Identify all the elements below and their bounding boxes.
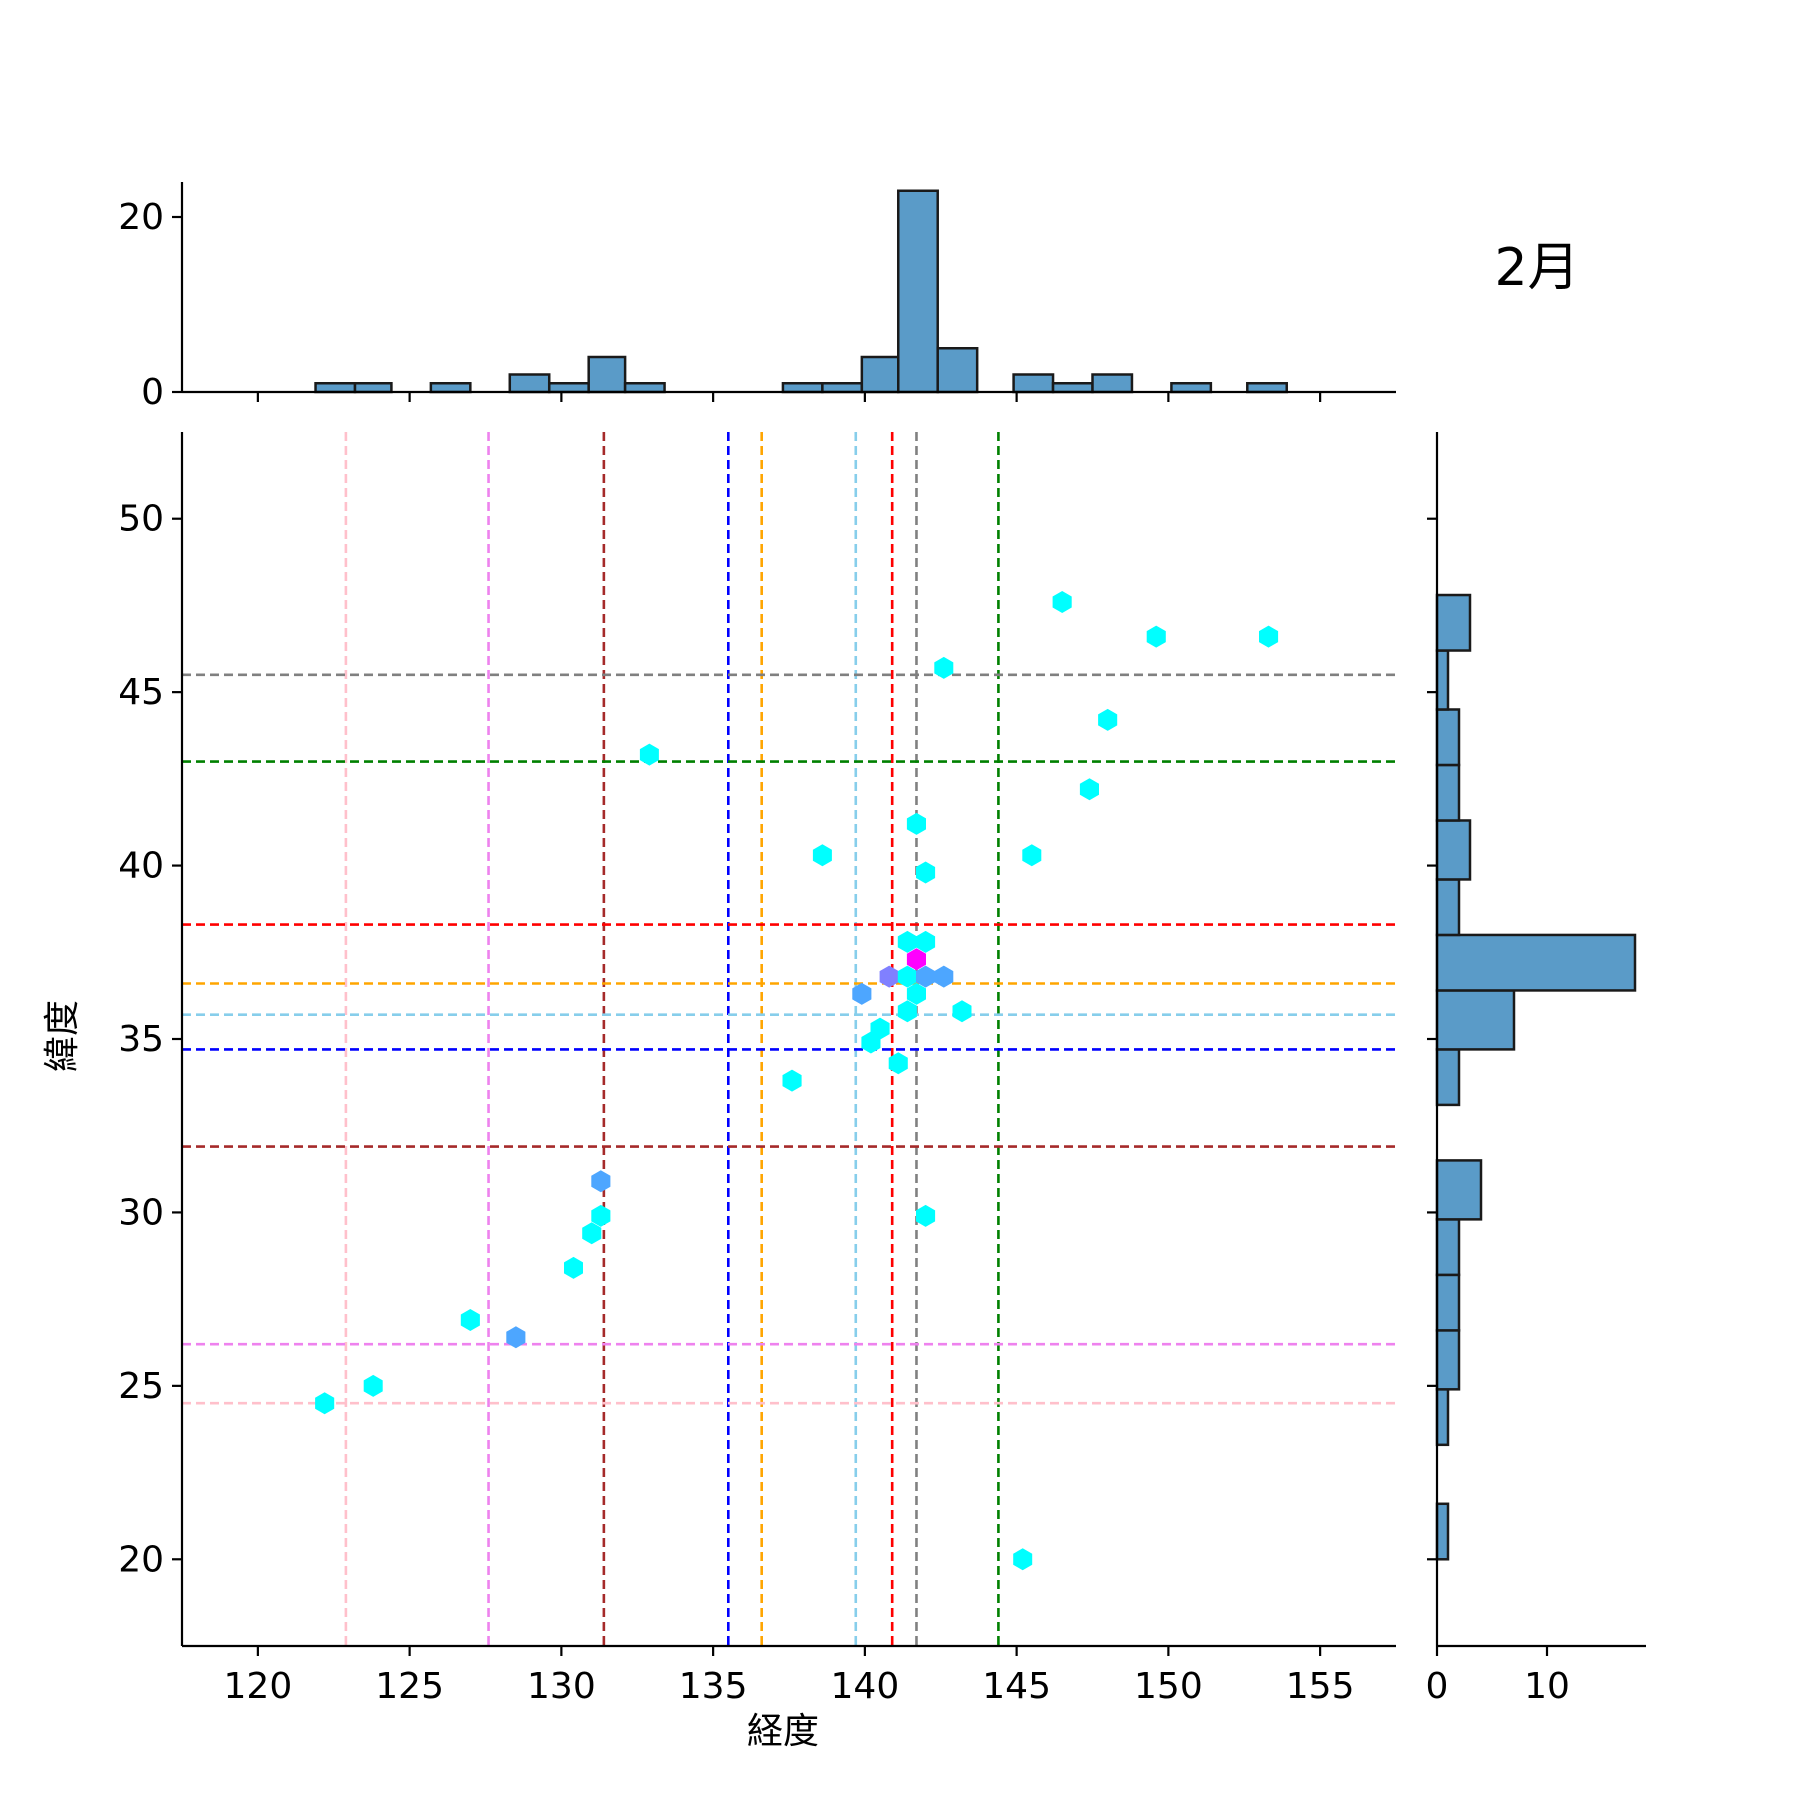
hexbin-cell — [591, 1204, 611, 1227]
axes: 120 125 130 135 140 145 150 155 20 25 30 35 40 45 50 0 2… — [118, 182, 1646, 1707]
hexbin-cell — [460, 1309, 480, 1331]
hexbin-cell — [934, 656, 954, 679]
top-hist-count-tick-label: 0 — [141, 372, 164, 413]
top-histogram-bar — [1091, 373, 1134, 394]
x-tick-label: 145 — [982, 1666, 1051, 1707]
hexbin-cell — [1079, 778, 1099, 801]
top-histogram-bar — [1170, 382, 1213, 394]
right-histogram-bar — [1435, 1218, 1461, 1277]
right-histogram-bar — [1435, 1329, 1461, 1391]
top-histogram-bar — [821, 382, 864, 394]
hexbin-cell — [363, 1374, 383, 1397]
hexbin-cell — [916, 861, 936, 884]
top-histogram-bar — [587, 355, 627, 394]
top-histogram-bar — [781, 382, 824, 394]
hexbin-cell — [782, 1069, 802, 1092]
right-histogram-bar — [1435, 1502, 1450, 1561]
hexbin-cells — [315, 591, 1279, 1571]
hexbin-cell — [916, 965, 936, 988]
top-histogram-bar — [353, 382, 393, 394]
reference-lines — [182, 432, 1396, 1646]
top-histogram-bar — [860, 355, 900, 394]
top-histogram-bar — [1051, 382, 1094, 394]
right-histogram-bar — [1435, 1159, 1483, 1221]
y-tick-label: 25 — [118, 1366, 164, 1407]
top-histogram-bar — [623, 382, 666, 394]
x-tick-label: 125 — [375, 1666, 444, 1707]
hexbin-cell — [1052, 591, 1072, 613]
y-tick-label: 45 — [118, 672, 164, 713]
hexbin-cell — [906, 812, 926, 835]
y-tick-label: 35 — [118, 1019, 164, 1060]
right-hist-count-tick-label: 0 — [1426, 1666, 1449, 1707]
hexbin-cell — [582, 1222, 602, 1245]
right-histogram-bar — [1435, 933, 1637, 992]
main-hexbin-plot — [182, 432, 1396, 1646]
top-histogram-bar — [508, 373, 551, 394]
right-histogram-bar — [1435, 649, 1450, 711]
y-axis-label: 緯度 — [42, 1000, 83, 1072]
hexbin-cell — [812, 844, 832, 867]
right-histogram-bar — [1435, 1048, 1461, 1107]
hexbin-cell — [564, 1256, 583, 1279]
top-histogram-bar — [1012, 373, 1055, 394]
right-marginal-histogram — [1435, 593, 1637, 1561]
right-histogram-bar — [1435, 878, 1461, 937]
x-tick-label: 120 — [224, 1666, 293, 1707]
y-tick-label: 20 — [118, 1539, 164, 1580]
right-histogram-bar — [1435, 819, 1472, 881]
hexbin-cell — [506, 1326, 526, 1349]
hexbin-cell — [591, 1170, 611, 1193]
hexbin-cell — [916, 1204, 936, 1227]
hexbin-cell — [897, 930, 917, 953]
hexbin-cell — [1098, 708, 1118, 731]
top-histogram-bar — [1246, 382, 1288, 394]
chart-title: 2月 — [1494, 238, 1579, 298]
right-histogram-bar — [1435, 708, 1461, 767]
hexbin-cell — [315, 1392, 335, 1415]
right-histogram-bar — [1435, 763, 1461, 822]
hexbin-cell — [870, 1017, 890, 1040]
hexbin-cell — [897, 965, 917, 988]
hexbin-cell — [1013, 1548, 1033, 1571]
hexbin-cell — [952, 1000, 972, 1023]
x-tick-label: 135 — [679, 1666, 748, 1707]
y-tick-label: 40 — [118, 846, 164, 887]
right-histogram-bar — [1435, 1273, 1461, 1332]
x-tick-label: 140 — [831, 1666, 900, 1707]
x-tick-label: 130 — [527, 1666, 596, 1707]
hexbin-cell — [888, 1052, 908, 1075]
hexbin-cell — [1259, 625, 1279, 648]
y-tick-label: 30 — [118, 1192, 164, 1233]
hexbin-cell — [1022, 844, 1042, 867]
top-histogram-bar — [936, 347, 979, 394]
hexbin-cell — [916, 930, 936, 953]
top-histogram-bar — [897, 189, 939, 394]
hexbin-cell — [639, 743, 659, 766]
hexbin-cell — [906, 982, 926, 1005]
x-tick-label: 150 — [1134, 1666, 1203, 1707]
right-histogram-bar — [1435, 593, 1472, 652]
x-tick-label: 155 — [1286, 1666, 1355, 1707]
top-histogram-bar — [547, 382, 590, 394]
hexbin-cell — [879, 965, 899, 988]
y-tick-label: 50 — [118, 499, 164, 540]
top-marginal-histogram — [314, 189, 1288, 394]
top-hist-count-tick-label: 20 — [118, 197, 164, 238]
hexbin-cell — [852, 982, 872, 1005]
top-histogram-bar — [429, 382, 472, 394]
hexbin-cell — [897, 1000, 917, 1023]
right-hist-count-tick-label: 10 — [1524, 1666, 1570, 1707]
hexbin-cell — [934, 965, 954, 988]
hexbin-cell — [906, 948, 926, 971]
right-histogram-bar — [1435, 1388, 1450, 1447]
top-histogram-bar — [314, 382, 357, 394]
right-histogram-bar — [1435, 989, 1516, 1051]
hexbin-cell — [1146, 625, 1166, 648]
x-axis-label: 経度 — [747, 1711, 819, 1752]
